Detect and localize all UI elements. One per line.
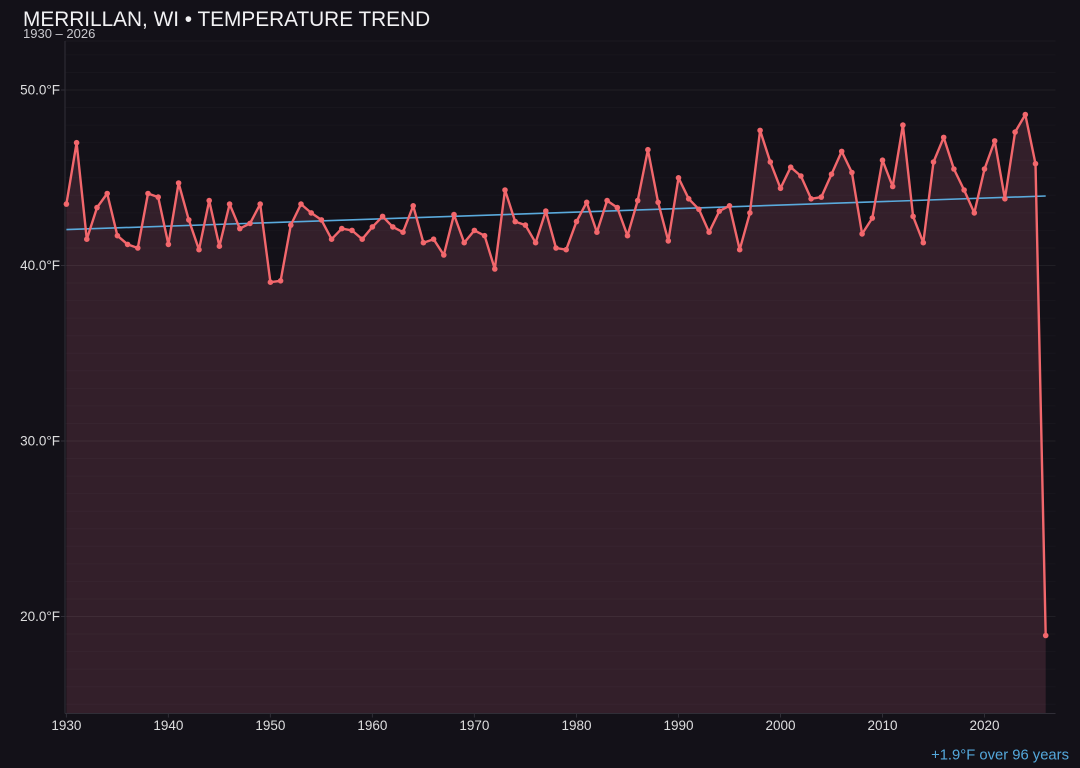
svg-text:30.0°F: 30.0°F [20,434,60,449]
svg-text:+1.9°F over 96 years: +1.9°F over 96 years [931,748,1069,764]
svg-text:2020: 2020 [969,718,999,733]
svg-text:1960: 1960 [357,718,387,733]
svg-text:1990: 1990 [663,718,693,733]
svg-text:40.0°F: 40.0°F [20,258,60,273]
svg-text:1970: 1970 [459,718,489,733]
svg-text:1940: 1940 [153,718,183,733]
svg-text:20.0°F: 20.0°F [20,609,60,624]
svg-text:2010: 2010 [867,718,897,733]
svg-text:50.0°F: 50.0°F [20,83,60,98]
svg-text:1980: 1980 [561,718,591,733]
svg-text:1930: 1930 [51,718,81,733]
svg-text:1930 – 2026: 1930 – 2026 [23,26,95,41]
svg-text:1950: 1950 [255,718,285,733]
svg-text:MERRILLAN, WI • TEMPERATURE TR: MERRILLAN, WI • TEMPERATURE TREND [23,8,430,31]
svg-text:2000: 2000 [765,718,795,733]
